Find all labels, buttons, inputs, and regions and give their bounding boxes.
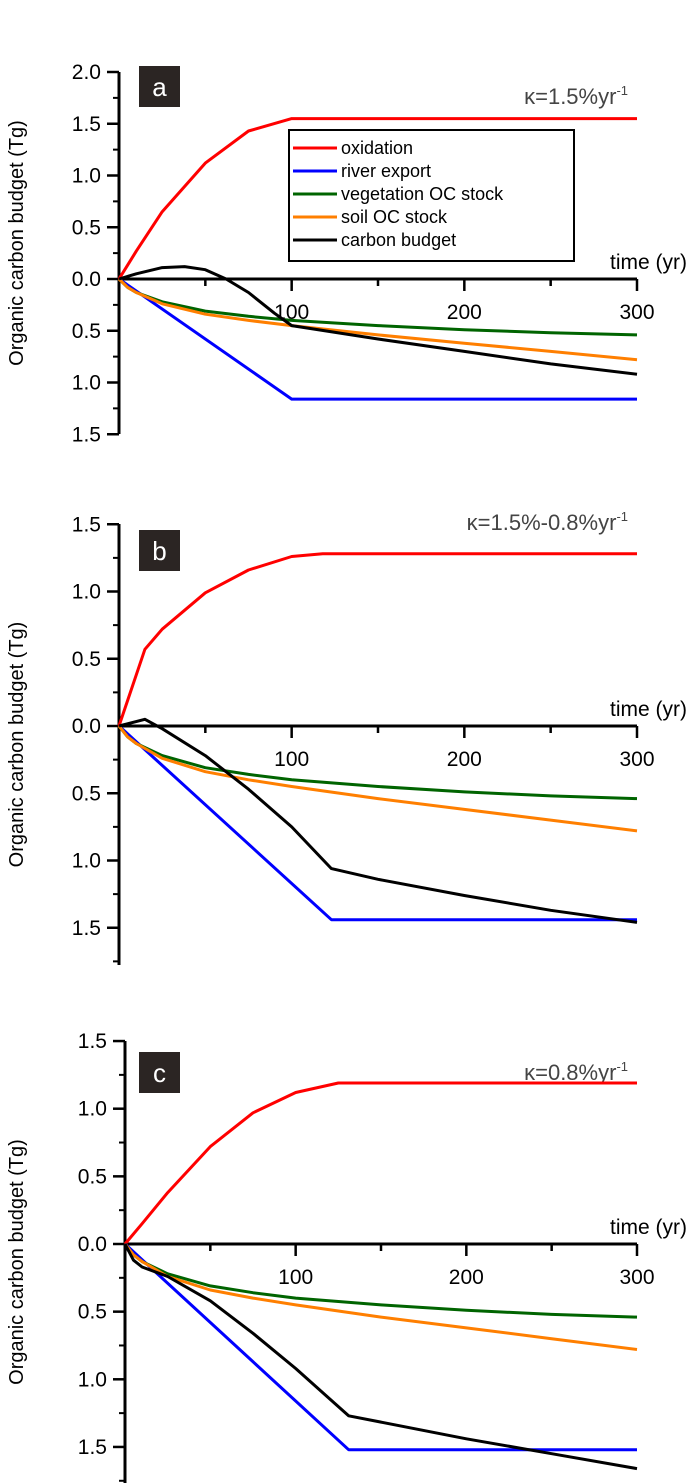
- x-tick-label: 300: [619, 748, 654, 771]
- series-line-oxidation: [123, 1081, 637, 1245]
- y-tick-label: 0.5: [72, 648, 101, 671]
- y-tick-label: 1.5: [72, 917, 101, 940]
- series-line-budget: [123, 1243, 638, 1471]
- x-tick-label: 300: [619, 301, 654, 324]
- kappa-superscript: -1: [616, 83, 628, 98]
- y-axis-title: Organic carbon budget (Tg): [6, 622, 28, 868]
- y-tick-label: 0.0: [78, 1233, 107, 1256]
- y-tick-label: 0.0: [72, 268, 101, 291]
- y-tick-label: 1.0: [72, 581, 101, 604]
- series-line-vegetation: [117, 277, 638, 337]
- series-line-oxidation: [117, 552, 637, 727]
- y-tick-label: 1.5: [72, 113, 101, 136]
- kappa-text: κ=1.5%yr: [524, 84, 616, 109]
- x-tick-label: 200: [449, 1266, 484, 1289]
- y-tick-label: 0.5: [72, 320, 101, 343]
- legend-label: vegetation OC stock: [341, 184, 504, 204]
- x-axis-title: time (yr): [610, 251, 687, 274]
- series-line-soil: [123, 1243, 638, 1351]
- y-tick-label: 2.0: [72, 61, 101, 84]
- kappa-annotation: κ=0.8%yr-1: [524, 1059, 628, 1085]
- y-tick-label: 1.0: [78, 1098, 107, 1121]
- x-tick-label: 100: [274, 748, 309, 771]
- series-line-oxidation: [117, 117, 637, 280]
- y-tick-label: 1.5: [72, 423, 101, 446]
- x-tick-label: 300: [619, 1266, 654, 1289]
- x-tick-label: 200: [447, 748, 482, 771]
- series-line-vegetation: [117, 725, 638, 801]
- panel-c: 1.5 1.0 0.5 0.0 0.5 1.0 1.5 100 200 300 time (yr) O…: [6, 1030, 687, 1483]
- panel-b: 1.5 1.0 0.5 0.0 0.5 1.0 1.5 100 200 300 time (yr) O…: [6, 509, 687, 965]
- kappa-annotation: κ=1.5%-0.8%yr-1: [467, 509, 628, 535]
- series-line-budget: [118, 265, 638, 376]
- legend: oxidation river export vegetation OC stock…: [288, 129, 575, 262]
- panel-label: c: [153, 1058, 166, 1088]
- y-tick-label: 1.0: [72, 372, 101, 395]
- y-tick-label: 1.5: [78, 1436, 107, 1459]
- y-tick-label: 1.0: [78, 1368, 107, 1391]
- x-axis-title: time (yr): [610, 1216, 687, 1239]
- legend-label: soil OC stock: [341, 207, 448, 227]
- y-tick-label: 0.5: [72, 782, 101, 805]
- y-tick-label: 0.0: [72, 715, 101, 738]
- x-tick-label: 200: [447, 301, 482, 324]
- y-tick-label: 1.5: [78, 1030, 107, 1053]
- x-tick-label: 100: [278, 1266, 313, 1289]
- panel-label: b: [152, 536, 166, 566]
- y-tick-label: 0.5: [78, 1301, 107, 1324]
- legend-label: oxidation: [341, 138, 413, 158]
- legend-label: river export: [341, 161, 431, 181]
- series-line-river: [117, 724, 637, 922]
- kappa-text: κ=0.8%yr: [524, 1060, 616, 1085]
- y-axis-title: Organic carbon budget (Tg): [6, 120, 28, 366]
- panel-label: a: [152, 72, 167, 102]
- y-tick-label: 1.0: [72, 850, 101, 873]
- y-tick-label: 1.0: [72, 165, 101, 188]
- y-tick-label: 0.5: [78, 1165, 107, 1188]
- legend-label: carbon budget: [341, 230, 456, 250]
- series-line-budget: [118, 717, 638, 924]
- panel-label-box: [139, 530, 180, 571]
- series-line-river: [118, 277, 637, 401]
- panel-label-box: [139, 66, 180, 107]
- y-tick-label: 0.5: [72, 216, 101, 239]
- kappa-superscript: -1: [616, 509, 628, 524]
- series-line-soil: [117, 725, 638, 833]
- x-axis-title: time (yr): [610, 698, 687, 721]
- series-line-river: [123, 1242, 637, 1452]
- series-line-vegetation: [123, 1243, 638, 1319]
- kappa-superscript: -1: [616, 1059, 628, 1074]
- panel-label-box: [139, 1052, 180, 1093]
- y-tick-label: 1.5: [72, 513, 101, 536]
- series-line-soil: [117, 277, 638, 362]
- kappa-annotation: κ=1.5%yr-1: [524, 83, 628, 109]
- kappa-text: κ=1.5%-0.8%yr: [467, 510, 617, 535]
- y-axis-title: Organic carbon budget (Tg): [6, 1139, 28, 1385]
